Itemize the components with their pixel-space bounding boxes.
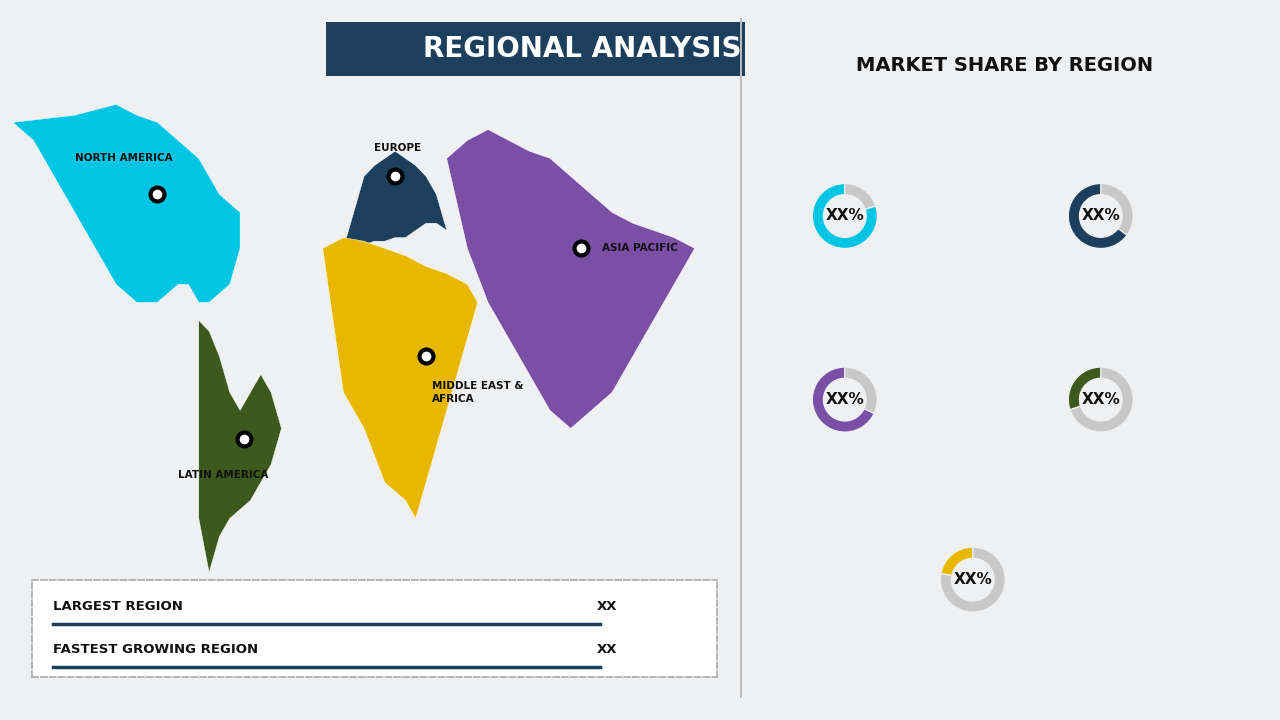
Wedge shape bbox=[813, 184, 877, 248]
Text: EUROPE: EUROPE bbox=[374, 143, 421, 153]
Text: NORTH AMERICA: NORTH AMERICA bbox=[74, 153, 173, 163]
Text: XX%: XX% bbox=[1082, 392, 1120, 407]
Text: MIDDLE EAST &
AFRICA: MIDDLE EAST & AFRICA bbox=[433, 381, 524, 404]
Wedge shape bbox=[813, 184, 877, 248]
Polygon shape bbox=[13, 104, 241, 302]
Wedge shape bbox=[941, 547, 1005, 612]
Text: XX%: XX% bbox=[1082, 209, 1120, 223]
Text: XX%: XX% bbox=[826, 392, 864, 407]
Text: ASIA PACIFIC: ASIA PACIFIC bbox=[602, 243, 677, 253]
Text: INSIGHTS: INSIGHTS bbox=[1188, 53, 1229, 61]
Text: XX: XX bbox=[596, 643, 617, 656]
Wedge shape bbox=[1069, 184, 1133, 248]
Text: XX%: XX% bbox=[826, 209, 864, 223]
Wedge shape bbox=[1069, 367, 1133, 432]
Polygon shape bbox=[323, 238, 477, 518]
Wedge shape bbox=[941, 547, 973, 575]
Wedge shape bbox=[1069, 184, 1128, 248]
Polygon shape bbox=[343, 151, 447, 248]
Wedge shape bbox=[1069, 367, 1101, 410]
Polygon shape bbox=[447, 130, 695, 428]
Text: LATIN AMERICA: LATIN AMERICA bbox=[178, 470, 269, 480]
Text: XX: XX bbox=[596, 600, 617, 613]
Text: XX%: XX% bbox=[954, 572, 992, 587]
Text: IMPACTFUL: IMPACTFUL bbox=[1188, 37, 1236, 47]
Text: imarc: imarc bbox=[1079, 32, 1166, 60]
Wedge shape bbox=[813, 367, 877, 432]
Text: MARKET SHARE BY REGION: MARKET SHARE BY REGION bbox=[855, 56, 1153, 75]
Text: FASTEST GROWING REGION: FASTEST GROWING REGION bbox=[52, 643, 257, 656]
Text: REGIONAL ANALYSIS: REGIONAL ANALYSIS bbox=[424, 35, 741, 63]
Polygon shape bbox=[198, 320, 282, 572]
Wedge shape bbox=[813, 367, 874, 432]
Text: LARGEST REGION: LARGEST REGION bbox=[52, 600, 183, 613]
